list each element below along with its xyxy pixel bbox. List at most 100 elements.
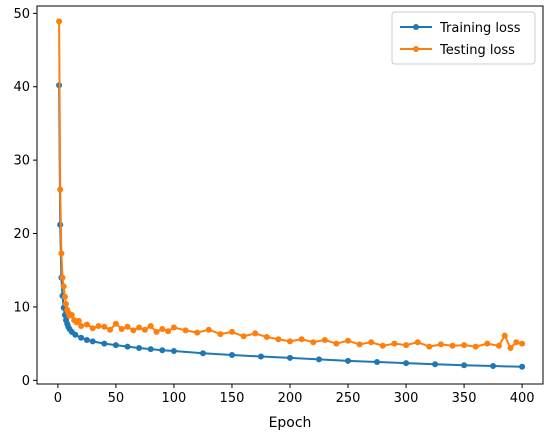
data-point-testing-loss [58,250,65,257]
data-point-testing-loss [107,326,114,333]
data-point-training-loss [258,353,264,360]
data-point-training-loss [170,348,177,354]
data-point-testing-loss [356,341,363,348]
data-point-testing-loss [95,323,102,329]
x-tick-label: 300 [394,391,419,406]
data-point-testing-loss [252,330,259,337]
data-point-training-loss [490,363,497,369]
data-point-testing-loss [147,323,154,329]
y-tick-label: 0 [22,374,30,389]
data-point-testing-loss [57,186,64,193]
data-point-testing-loss [513,339,520,346]
legend-label-testing: Testing loss [439,43,515,58]
data-point-testing-loss [118,326,125,332]
data-point-testing-loss [472,343,479,350]
data-point-testing-loss [368,339,375,346]
data-point-training-loss [316,356,322,363]
x-axis: 0 50 100 150 200 250 300 350 400 [54,384,535,406]
data-point-training-loss [461,362,468,369]
data-point-testing-loss [379,342,386,349]
data-point-training-loss [112,342,119,349]
y-tick-label: 40 [13,80,30,95]
data-point-testing-loss [165,328,172,335]
data-point-testing-loss [345,337,351,344]
data-point-testing-loss [414,339,421,346]
y-tick-label: 20 [13,227,30,242]
data-point-testing-loss [484,340,491,347]
data-point-testing-loss [56,18,63,25]
data-point-testing-loss [519,340,526,347]
data-point-testing-loss [61,293,68,300]
data-point-training-loss [345,357,351,364]
x-axis-label: Epoch [269,415,312,431]
data-point-training-loss [159,347,166,354]
data-point-testing-loss [287,338,293,345]
data-point-training-loss [83,337,90,343]
data-point-testing-loss [130,327,137,334]
y-axis: 0 10 20 30 40 50 [13,7,37,389]
legend: Training loss Testing loss [391,11,536,65]
data-point-training-loss [403,360,410,367]
data-point-training-loss [374,359,380,365]
series-layer [56,18,526,370]
data-point-training-loss [519,363,526,370]
legend-marker-training [413,24,419,30]
y-tick-label: 30 [13,154,30,169]
data-point-training-loss [78,334,85,341]
x-tick-label: 250 [336,391,361,406]
data-point-training-loss [136,345,143,351]
data-point-training-loss [200,350,206,357]
data-point-testing-loss [59,274,66,281]
data-point-training-loss [89,338,96,345]
data-point-testing-loss [182,327,189,334]
data-point-testing-loss [89,325,96,332]
data-point-testing-loss [501,332,508,339]
data-point-testing-loss [63,301,69,307]
data-point-testing-loss [240,333,247,340]
x-tick-label: 100 [162,391,187,406]
data-point-testing-loss [507,345,514,351]
x-tick-label: 50 [108,391,125,406]
data-point-testing-loss [437,341,444,348]
x-tick-label: 0 [54,391,62,406]
y-tick-label: 50 [13,7,30,22]
data-point-testing-loss [449,342,456,349]
x-tick-label: 200 [278,391,303,406]
data-point-testing-loss [153,328,160,335]
data-point-testing-loss [205,326,212,333]
data-point-testing-loss [426,343,433,350]
data-point-testing-loss [101,323,108,330]
data-point-testing-loss [75,317,82,324]
data-point-training-loss [147,346,154,353]
data-point-testing-loss [263,334,270,340]
data-point-testing-loss [333,340,340,347]
data-point-training-loss [124,343,131,350]
data-point-testing-loss [391,340,398,347]
data-point-testing-loss [298,336,305,343]
data-point-testing-loss [229,328,235,335]
legend-box [391,11,536,65]
data-point-testing-loss [275,336,282,343]
x-tick-label: 400 [510,391,535,406]
data-point-training-loss [432,361,439,368]
data-point-testing-loss [461,342,468,349]
x-tick-label: 350 [452,391,477,406]
legend-label-training: Training loss [439,21,521,36]
data-point-testing-loss [60,283,67,290]
data-point-testing-loss [170,324,177,331]
data-point-training-loss [229,352,235,358]
data-point-testing-loss [159,326,166,332]
series-line-testing-loss [58,21,523,349]
legend-marker-testing [413,46,419,52]
data-point-testing-loss [217,331,224,338]
data-point-testing-loss [83,321,90,328]
series-testing-loss [56,18,526,351]
data-point-testing-loss [136,324,143,331]
x-tick-label: 150 [220,391,245,406]
data-point-testing-loss [78,323,85,329]
data-point-training-loss [101,340,108,347]
data-point-testing-loss [112,320,119,327]
data-point-testing-loss [310,339,317,346]
data-point-testing-loss [68,312,75,318]
